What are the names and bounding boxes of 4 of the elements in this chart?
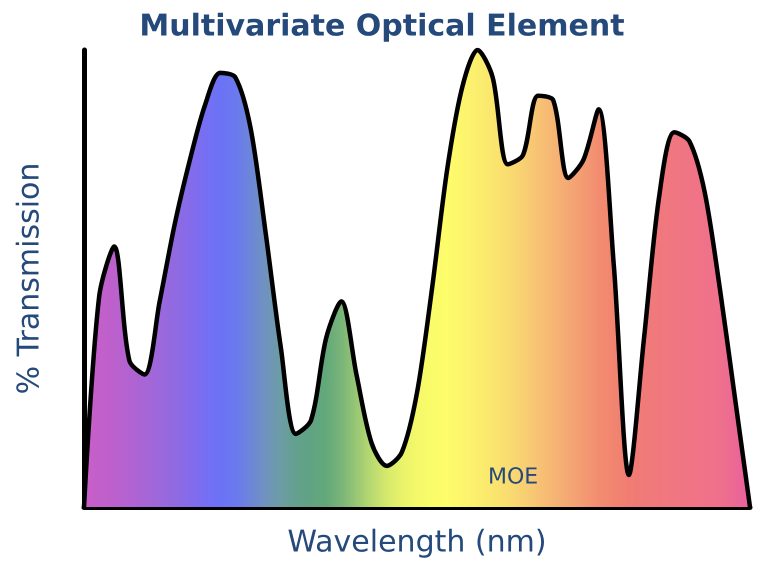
x-axis-title: Wavelength (nm) [287,524,547,560]
y-axis-title: % Transmission [12,162,46,394]
chart-title: Multivariate Optical Element [139,8,625,44]
annotation: MOE [488,464,538,490]
